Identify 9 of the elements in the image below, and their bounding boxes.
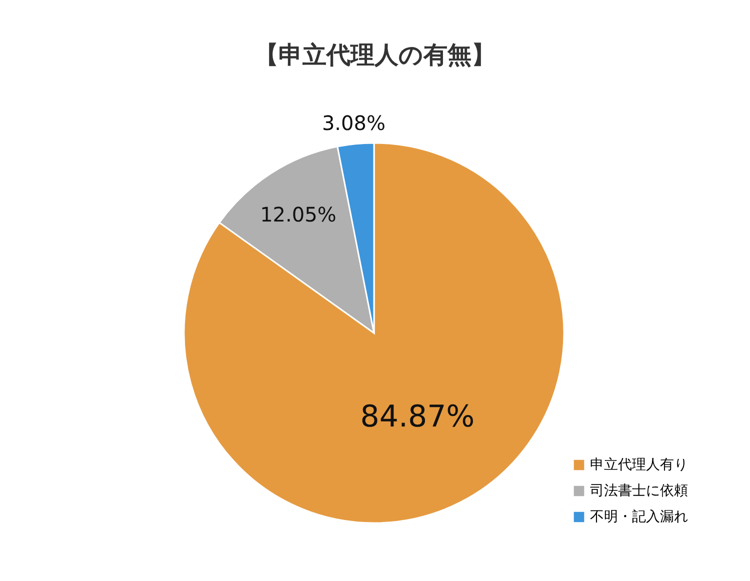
pie-slice — [218, 146, 375, 334]
pie-slice — [183, 142, 565, 524]
legend-label: 申立代理人有り — [590, 457, 688, 473]
data-label: 84.87% — [360, 399, 475, 434]
data-label: 12.05% — [260, 202, 336, 226]
legend-label: 司法書士に依頼 — [590, 483, 688, 499]
chart-title: 【申立代理人の有無】 — [254, 41, 496, 69]
data-label: 3.08% — [322, 110, 386, 135]
legend-label: 不明・記入漏れ — [590, 509, 688, 525]
